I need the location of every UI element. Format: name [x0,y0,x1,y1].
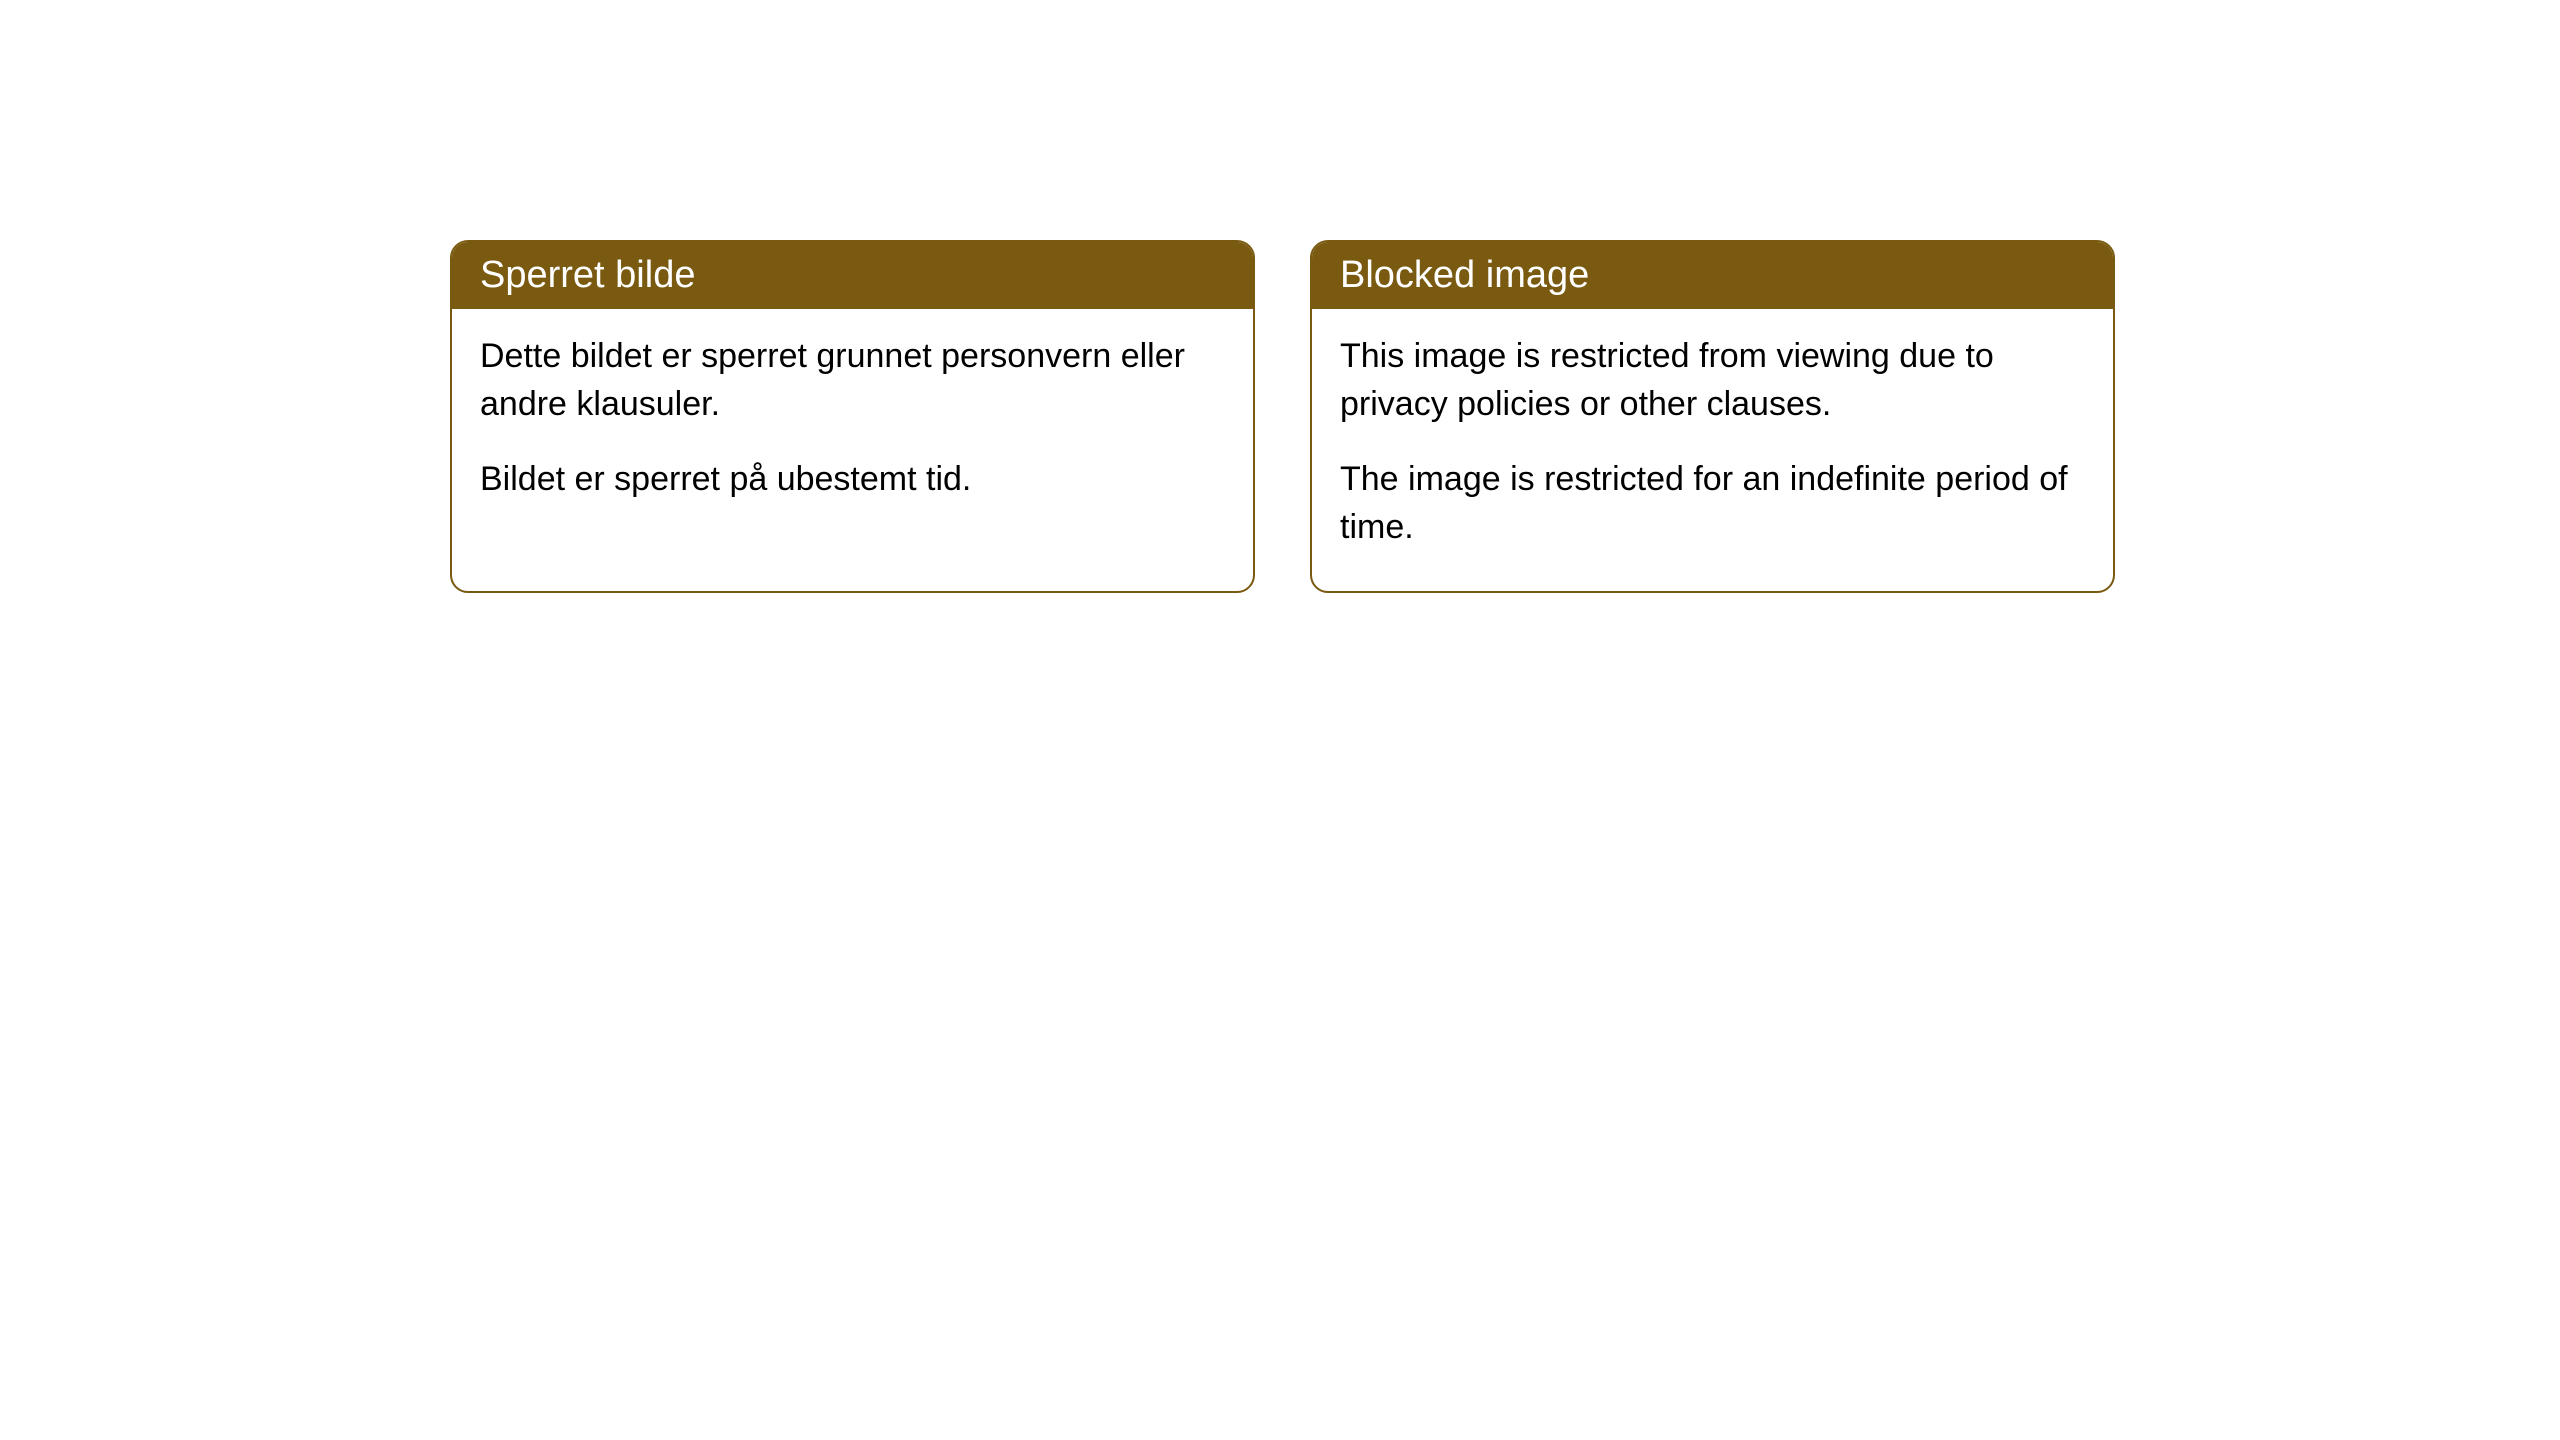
card-paragraph: Dette bildet er sperret grunnet personve… [480,333,1225,428]
card-title: Sperret bilde [480,254,695,296]
card-body-english: This image is restricted from viewing du… [1312,309,2113,591]
card-title: Blocked image [1340,254,1589,296]
card-norwegian: Sperret bilde Dette bildet er sperret gr… [450,240,1255,593]
card-english: Blocked image This image is restricted f… [1310,240,2115,593]
card-paragraph: The image is restricted for an indefinit… [1340,456,2085,551]
cards-container: Sperret bilde Dette bildet er sperret gr… [450,240,2115,593]
card-body-norwegian: Dette bildet er sperret grunnet personve… [452,309,1253,544]
card-paragraph: This image is restricted from viewing du… [1340,333,2085,428]
card-header-english: Blocked image [1312,242,2113,309]
card-header-norwegian: Sperret bilde [452,242,1253,309]
card-paragraph: Bildet er sperret på ubestemt tid. [480,456,1225,504]
